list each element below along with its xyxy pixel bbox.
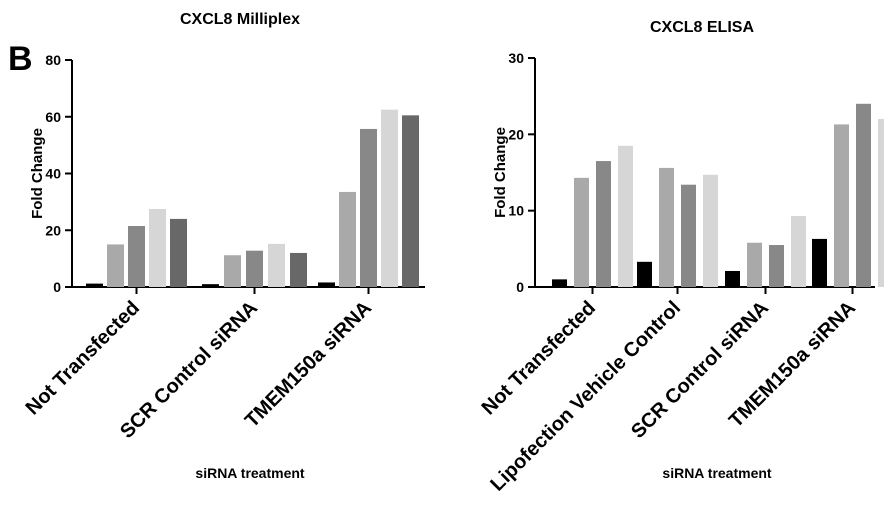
y-tick-label: 10 [508,203,524,219]
y-tick-label: 0 [516,279,524,295]
bar [725,270,740,287]
y-tick-label: 40 [45,166,61,182]
bar [246,250,263,287]
y-tick-label: 20 [45,222,61,238]
bar [618,145,633,287]
y-tick-label: 80 [45,52,61,68]
bar [552,279,567,287]
bar [703,174,718,287]
bar [360,128,377,287]
x-tick-label: Not Transfected [22,297,144,419]
bar [381,109,398,287]
bar [791,216,806,287]
bar [878,119,884,287]
chart-2: CXCL8 ELISA Fold Change siRNA treatment 0 10… [478,19,884,496]
bar [149,208,166,287]
bar [339,191,356,287]
y-tick-label: 30 [508,50,524,66]
y-axis-label: Fold Change [492,127,509,218]
bar [574,177,589,287]
x-tick-label: SCR Control siRNA [116,297,262,443]
bar [769,245,784,287]
bar [596,161,611,287]
bar [224,255,241,287]
bar [856,103,871,287]
bar [290,252,307,287]
x-axis-label: siRNA treatment [662,465,772,481]
x-axis-label: siRNA treatment [195,465,305,481]
y-tick-label: 20 [508,126,524,142]
bar [681,184,696,287]
bar [834,124,849,287]
bar [170,218,187,287]
x-tick-label: TMEM150a siRNA [241,297,376,432]
bar [402,115,419,287]
bar [268,243,285,287]
y-axis-label: Fold Change [29,128,46,219]
bar [202,284,219,287]
bar [107,244,124,287]
bar [637,261,652,287]
bar [86,283,103,287]
bar [128,225,145,287]
y-tick-label: 60 [45,109,61,125]
y-tick-label: 0 [53,279,61,295]
panel-label: B [8,40,33,78]
bar [747,242,762,287]
chart-title: CXCL8 ELISA [650,19,754,36]
chart-title: CXCL8 Milliplex [180,11,300,28]
bar [659,167,674,287]
bar [812,238,827,287]
chart-1: CXCL8 Milliplex Fold Change siRNA treatmen… [22,11,425,481]
bar [318,282,335,287]
